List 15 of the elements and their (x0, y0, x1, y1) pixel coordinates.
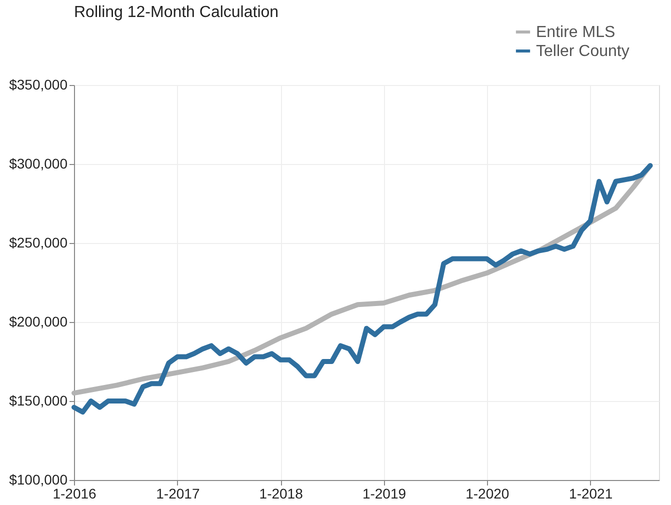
chart-title: Rolling 12-Month Calculation (74, 4, 279, 21)
y-tick-label: $350,000 (9, 76, 68, 92)
y-tick-label: $100,000 (9, 472, 68, 488)
x-tick-label: 1-2019 (362, 486, 406, 502)
x-tick-label: 1-2017 (156, 486, 200, 502)
y-tick-label: $300,000 (9, 156, 68, 172)
legend-label: Teller County (536, 43, 630, 60)
legend-label: Entire MLS (536, 24, 616, 41)
x-tick-label: 1-2018 (259, 486, 304, 502)
x-tick-label: 1-2021 (569, 486, 613, 502)
y-tick-label: $250,000 (9, 234, 68, 250)
x-tick-label: 1-2020 (466, 486, 510, 502)
y-tick-label: $200,000 (9, 314, 68, 330)
y-tick-label: $150,000 (9, 392, 68, 408)
x-tick-label: 1-2016 (52, 486, 97, 502)
